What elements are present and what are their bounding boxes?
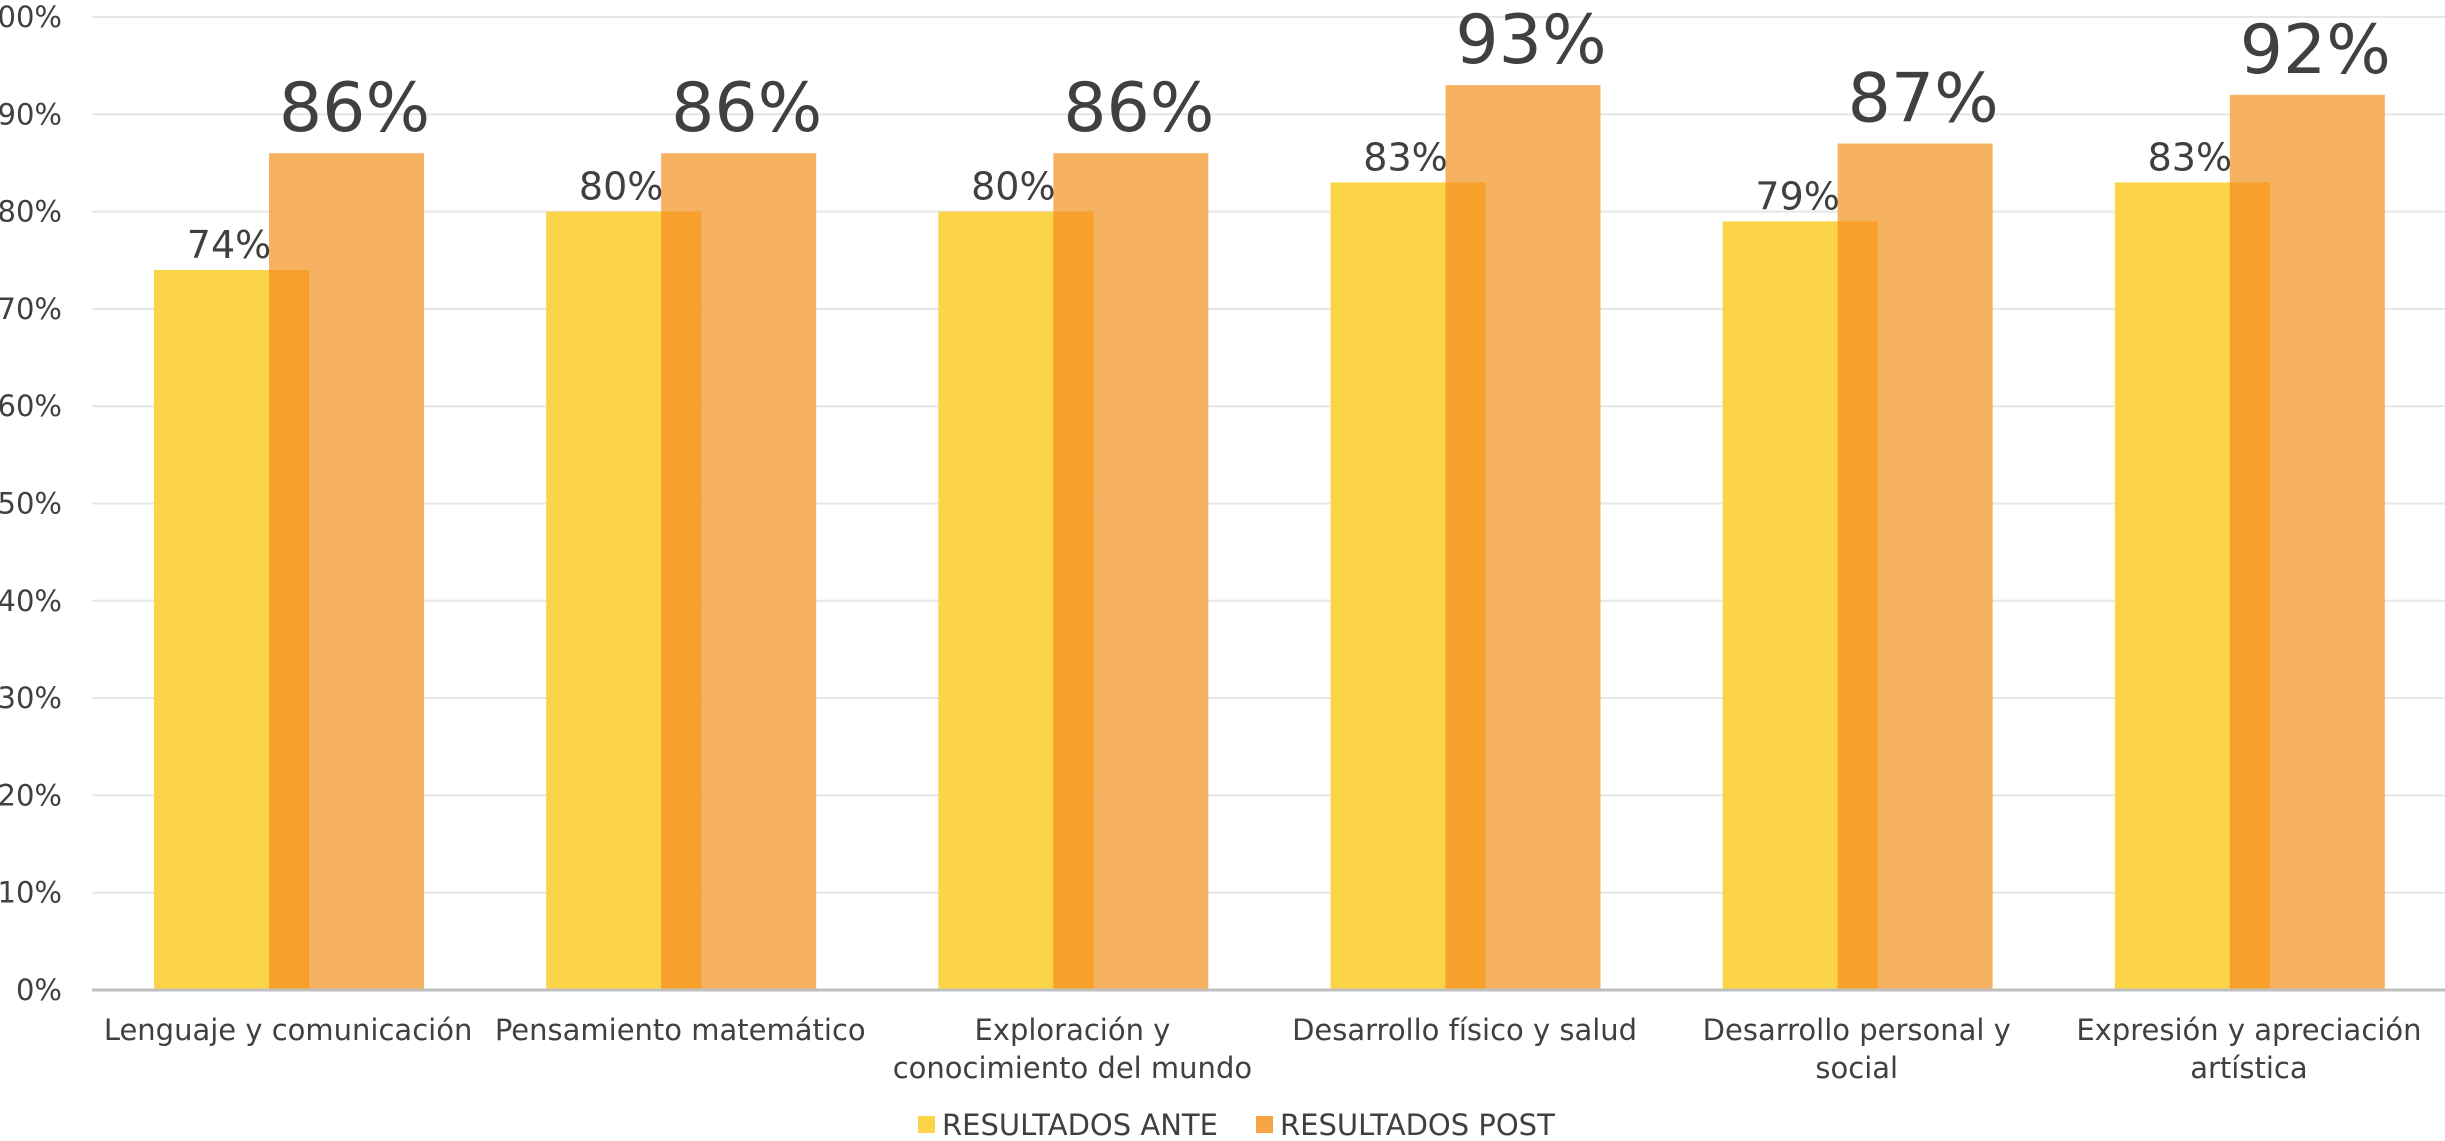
data-label-ante: 83%	[2148, 135, 2232, 179]
x-tick-label: Expresión y apreciación	[2076, 1013, 2421, 1047]
x-tick-label: artística	[2190, 1051, 2307, 1085]
legend-label: RESULTADOS POST	[1280, 1108, 1555, 1141]
data-label-post: 93%	[1455, 1, 1606, 80]
data-label-ante: 80%	[579, 165, 663, 209]
data-label-post: 86%	[671, 69, 822, 148]
data-label-post: 92%	[2240, 11, 2391, 90]
y-tick-label: 50%	[0, 487, 62, 521]
y-tick-label: 20%	[0, 778, 62, 812]
legend: RESULTADOS ANTE RESULTADOS POST	[918, 1108, 1555, 1141]
data-label-ante: 83%	[1363, 135, 1447, 179]
gridlines	[92, 16, 2445, 894]
bar-overlap	[661, 211, 702, 991]
bars	[154, 85, 2385, 991]
y-tick-label: 0%	[16, 973, 62, 1007]
bar-overlap	[1445, 182, 1486, 990]
data-label-post: 86%	[1063, 69, 1214, 148]
x-tick-label: Exploración y	[974, 1013, 1170, 1047]
data-label-post: 86%	[279, 69, 430, 148]
data-label-ante: 80%	[971, 165, 1055, 209]
data-label-post: 87%	[1848, 59, 1999, 138]
x-tick-label: Lenguaje y comunicación	[104, 1013, 473, 1047]
y-tick-label: 60%	[0, 389, 62, 423]
bar-overlap	[2229, 182, 2270, 990]
bar-overlap	[1053, 211, 1094, 991]
data-label-ante: 74%	[187, 223, 271, 267]
y-tick-label: 10%	[0, 876, 62, 910]
x-tick-label: social	[1815, 1051, 1898, 1085]
y-tick-label: 80%	[0, 195, 62, 229]
y-tick-label: 100%	[0, 0, 62, 34]
y-axis: 0% 10% 20% 30% 40% 50% 60% 70% 80% 90% 100%	[0, 0, 62, 1007]
legend-swatch	[1256, 1116, 1273, 1133]
y-tick-label: 70%	[0, 292, 62, 326]
bar-overlap	[1837, 221, 1878, 990]
x-tick-label: conocimiento del mundo	[893, 1051, 1252, 1085]
y-tick-label: 30%	[0, 681, 62, 715]
data-label-ante: 79%	[1755, 174, 1839, 218]
legend-swatch	[918, 1116, 935, 1133]
x-axis: Lenguaje y comunicación Pensamiento matem…	[92, 988, 2445, 1085]
x-tick-label: Desarrollo personal y	[1703, 1013, 2011, 1047]
legend-label: RESULTADOS ANTE	[942, 1108, 1218, 1141]
x-tick-label: Desarrollo físico y salud	[1292, 1013, 1637, 1047]
data-labels: 74%86%80%86%80%86%83%93%79%87%83%92%	[187, 1, 2391, 267]
y-tick-label: 90%	[0, 97, 62, 131]
y-tick-label: 40%	[0, 584, 62, 618]
x-tick-label: Pensamiento matemático	[495, 1013, 866, 1047]
bar-overlap	[269, 269, 309, 991]
